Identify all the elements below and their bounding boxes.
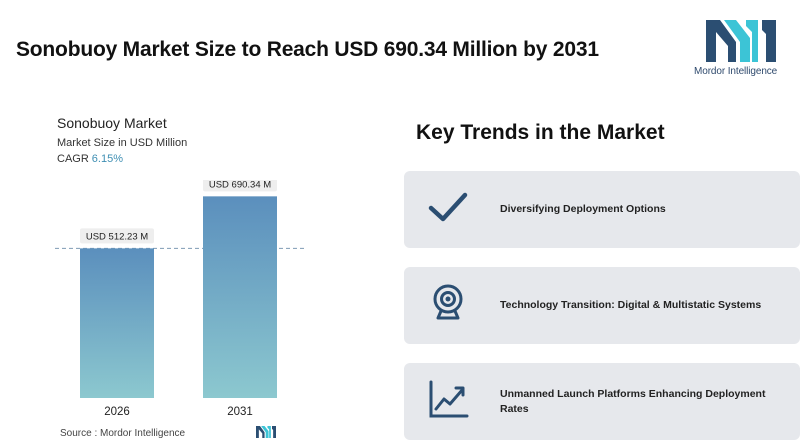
chart-subtitle: Market Size in USD Million	[57, 137, 188, 149]
checkmark-icon	[428, 192, 468, 222]
trend-card-unmanned-launch: Unmanned Launch Platforms Enhancing Depl…	[404, 363, 800, 440]
trend-card-technology-transition: Technology Transition: Digital & Multist…	[404, 267, 800, 344]
category-label: 2026	[104, 406, 130, 418]
trends-title: Key Trends in the Market	[416, 121, 665, 144]
chart-title: Sonobuoy Market	[57, 115, 167, 131]
page-title: Sonobuoy Market Size to Reach USD 690.34…	[16, 38, 599, 61]
chart-cagr: CAGR 6.15%	[57, 153, 123, 165]
data-label: USD 690.34 M	[209, 180, 271, 190]
trend-card-deployment-options: Diversifying Deployment Options	[404, 171, 800, 248]
source-note: Source : Mordor Intelligence	[60, 428, 186, 439]
cagr-label: CAGR	[57, 153, 89, 165]
data-label-box	[203, 180, 277, 192]
brand-name: Mordor Intelligence	[694, 66, 778, 77]
category-label: 2031	[227, 406, 253, 418]
data-label-box	[80, 228, 154, 244]
data-label: USD 512.23 M	[86, 231, 148, 242]
trend-label: Unmanned Launch Platforms Enhancing Depl…	[500, 388, 766, 415]
mordor-intelligence-logo-icon	[706, 20, 776, 62]
trend-label: Diversifying Deployment Options	[500, 203, 666, 216]
bar-2031	[203, 196, 277, 398]
bar-chart: USD 512.23 M 2026 USD 690.34 M 2031	[55, 180, 305, 418]
cagr-value: 6.15%	[91, 153, 123, 165]
line-chart-icon	[429, 380, 469, 418]
trend-label: Technology Transition: Digital & Multist…	[500, 299, 762, 312]
brand-logo: Mordor Intelligence	[694, 20, 786, 82]
webcam-icon	[433, 284, 463, 320]
mordor-mini-logo-icon	[256, 426, 276, 438]
bar-2026	[80, 248, 154, 398]
